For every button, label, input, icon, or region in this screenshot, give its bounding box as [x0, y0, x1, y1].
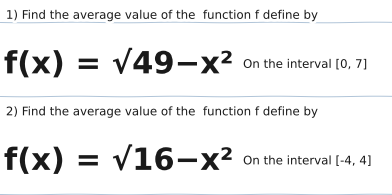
- Text: On the interval [-4, 4]: On the interval [-4, 4]: [243, 154, 372, 167]
- Text: f(x) = √49−x²: f(x) = √49−x²: [4, 49, 233, 79]
- Text: f(x) = √16−x²: f(x) = √16−x²: [4, 146, 233, 176]
- Text: 2) Find the average value of the  function f define by: 2) Find the average value of the functio…: [6, 105, 318, 118]
- Text: On the interval [0, 7]: On the interval [0, 7]: [243, 58, 368, 71]
- Text: 1) Find the average value of the  function f define by: 1) Find the average value of the functio…: [6, 9, 318, 22]
